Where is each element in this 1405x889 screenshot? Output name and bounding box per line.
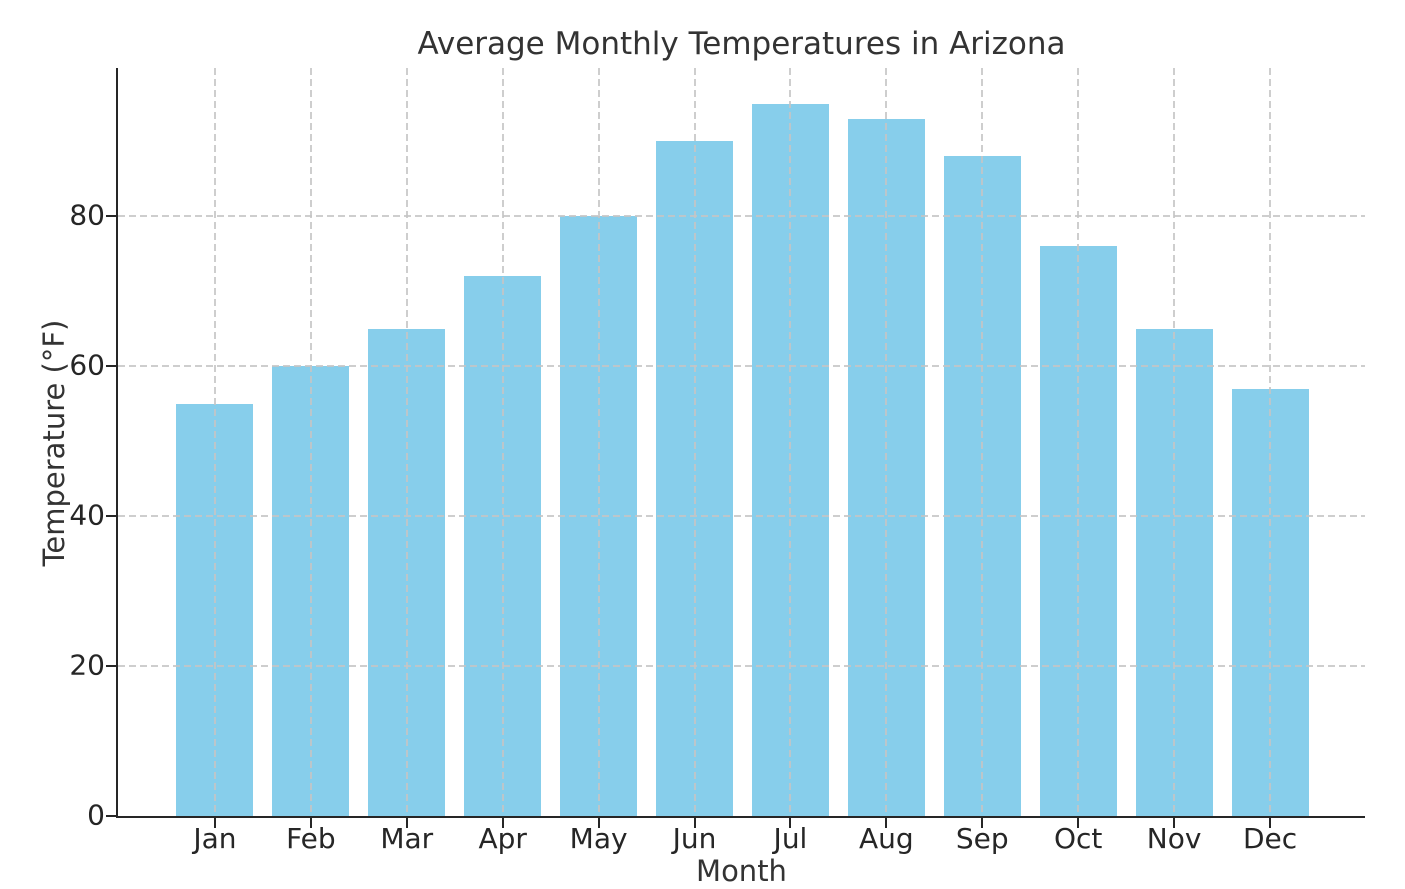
- vertical-gridline-mar: [405, 68, 408, 816]
- y-tick-label-40: 40: [69, 498, 105, 532]
- x-tick-label-jun: Jun: [672, 822, 717, 855]
- x-tick-mark-mar: [405, 818, 408, 828]
- y-tick-mark-60: [106, 365, 116, 368]
- y-tick-label-0: 0: [87, 798, 105, 832]
- x-tick-label-jul: Jul: [773, 822, 808, 855]
- vertical-gridline-dec: [1269, 68, 1272, 816]
- x-tick-label-sep: Sep: [955, 822, 1009, 855]
- x-tick-mark-jun: [693, 818, 696, 828]
- x-tick-label-may: May: [569, 822, 628, 855]
- x-tick-mark-nov: [1173, 818, 1176, 828]
- vertical-gridline-aug: [885, 68, 888, 816]
- x-tick-mark-sep: [981, 818, 984, 828]
- x-tick-mark-may: [597, 818, 600, 828]
- x-tick-mark-aug: [885, 818, 888, 828]
- x-tick-mark-jul: [789, 818, 792, 828]
- vertical-gridline-feb: [309, 68, 312, 816]
- vertical-gridline-jun: [693, 68, 696, 816]
- x-tick-mark-jan: [213, 818, 216, 828]
- vertical-gridline-jan: [213, 68, 216, 816]
- x-tick-label-aug: Aug: [859, 822, 914, 855]
- vertical-gridline-oct: [1077, 68, 1080, 816]
- x-tick-mark-apr: [501, 818, 504, 828]
- vertical-gridline-may: [597, 68, 600, 816]
- y-tick-label-60: 60: [69, 348, 105, 382]
- y-tick-label-20: 20: [69, 648, 105, 682]
- x-tick-label-feb: Feb: [286, 822, 336, 855]
- x-axis-label: Month: [696, 854, 787, 888]
- x-tick-mark-dec: [1269, 818, 1272, 828]
- y-tick-mark-0: [106, 815, 116, 817]
- x-tick-label-nov: Nov: [1146, 822, 1202, 855]
- vertical-gridline-nov: [1173, 68, 1176, 816]
- x-tick-label-apr: Apr: [478, 822, 527, 855]
- vertical-gridline-apr: [501, 68, 504, 816]
- y-tick-mark-40: [106, 515, 116, 518]
- horizontal-gridline-40: [118, 515, 1365, 518]
- chart-title: Average Monthly Temperatures in Arizona: [417, 26, 1066, 62]
- plot-area: Jan Feb Mar Apr May Jun Jul Aug Sep Oct Nov Dec 0 20 4…: [69, 68, 1365, 853]
- x-tick-mark-feb: [309, 818, 312, 828]
- x-tick-label-oct: Oct: [1053, 822, 1103, 855]
- x-tick-label-mar: Mar: [380, 822, 434, 855]
- horizontal-gridline-80: [118, 215, 1365, 218]
- y-tick-mark-80: [106, 215, 116, 218]
- horizontal-gridline-60: [118, 365, 1365, 368]
- vertical-gridline-jul: [789, 68, 792, 816]
- x-tick-mark-oct: [1077, 818, 1080, 828]
- horizontal-gridline-20: [118, 665, 1365, 668]
- vertical-gridline-sep: [981, 68, 984, 816]
- y-tick-mark-20: [106, 665, 116, 668]
- x-tick-label-dec: Dec: [1242, 822, 1298, 855]
- y-axis-label: Temperature (°F): [37, 319, 71, 567]
- x-tick-label-jan: Jan: [193, 822, 237, 855]
- y-tick-label-80: 80: [69, 198, 105, 232]
